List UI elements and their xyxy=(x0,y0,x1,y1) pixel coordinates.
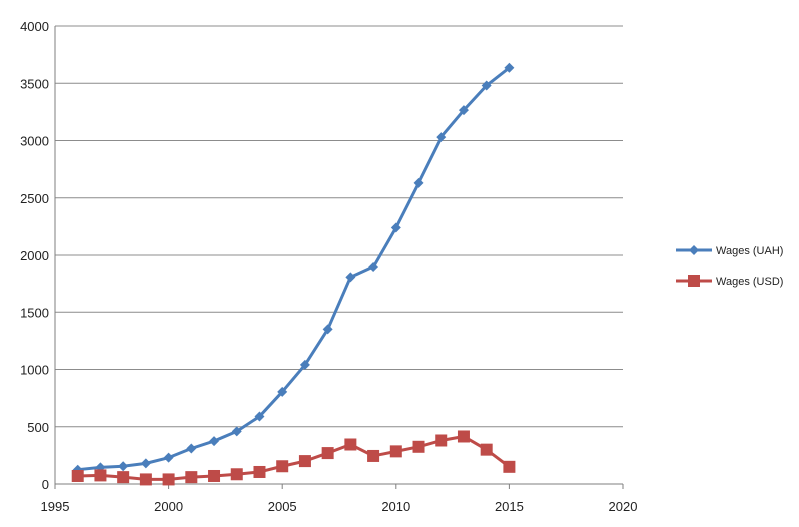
data-point xyxy=(231,426,242,437)
data-point xyxy=(277,386,288,397)
data-point xyxy=(368,262,379,273)
y-tick-label: 1000 xyxy=(20,363,49,378)
tick-labels: 0 500 1000 1500 2000 2500 3000 3500 4000 1995 2000… xyxy=(20,19,637,514)
series-2 xyxy=(71,430,516,486)
gridlines xyxy=(55,25,623,428)
data-point xyxy=(185,471,198,484)
data-point xyxy=(504,62,515,73)
series-line xyxy=(76,66,511,472)
data-point xyxy=(230,468,243,481)
data-point xyxy=(298,455,311,468)
data-point xyxy=(209,436,220,447)
data-point xyxy=(481,80,492,91)
data-point xyxy=(208,469,221,482)
data-point xyxy=(503,460,516,473)
legend-marker xyxy=(689,245,699,255)
legend-item: Wages (USD) xyxy=(676,275,783,288)
data-point xyxy=(435,434,448,447)
y-tick-label: 4000 xyxy=(20,19,49,34)
x-tick-label: 2005 xyxy=(268,499,297,514)
data-point xyxy=(254,411,265,422)
data-point xyxy=(458,105,469,116)
legend-marker xyxy=(688,275,700,287)
legend: Wages (UAH) Wages (USD) xyxy=(676,245,783,288)
data-point xyxy=(162,473,175,486)
data-point xyxy=(367,449,380,462)
y-tick-label: 3000 xyxy=(20,134,49,149)
data-point xyxy=(322,324,333,335)
data-point xyxy=(118,461,129,472)
data-point xyxy=(163,452,174,463)
data-point xyxy=(412,440,425,453)
y-tick-label: 2000 xyxy=(20,248,49,263)
x-tick-label: 2020 xyxy=(609,499,638,514)
y-tick-label: 1500 xyxy=(20,305,49,320)
data-point xyxy=(345,272,356,283)
series-lines xyxy=(71,62,516,486)
data-point xyxy=(344,438,357,451)
legend-label: Wages (USD) xyxy=(716,276,783,288)
x-tick-label: 1995 xyxy=(41,499,70,514)
legend-item: Wages (UAH) xyxy=(676,245,783,257)
data-point xyxy=(117,471,130,484)
data-point xyxy=(94,469,107,482)
x-tick-label: 2015 xyxy=(495,499,524,514)
x-tick-label: 2000 xyxy=(154,499,183,514)
x-tick-label: 2010 xyxy=(381,499,410,514)
legend-label: Wages (UAH) xyxy=(716,245,783,257)
y-tick-label: 500 xyxy=(27,420,49,435)
data-point xyxy=(139,473,152,486)
data-point xyxy=(299,359,310,370)
series-1 xyxy=(72,62,515,475)
data-point xyxy=(276,460,289,473)
y-tick-label: 2500 xyxy=(20,191,49,206)
data-point xyxy=(71,469,84,482)
data-point xyxy=(390,222,401,233)
data-point xyxy=(457,430,470,443)
y-tick-label: 0 xyxy=(42,477,49,492)
data-point xyxy=(413,177,424,188)
data-point xyxy=(436,132,447,143)
data-point xyxy=(186,443,197,454)
axes xyxy=(54,26,624,489)
data-point xyxy=(253,465,266,478)
y-tick-label: 3500 xyxy=(20,76,49,91)
data-point xyxy=(480,443,493,456)
data-point xyxy=(321,447,334,460)
data-point xyxy=(389,445,402,458)
data-point xyxy=(140,458,151,469)
